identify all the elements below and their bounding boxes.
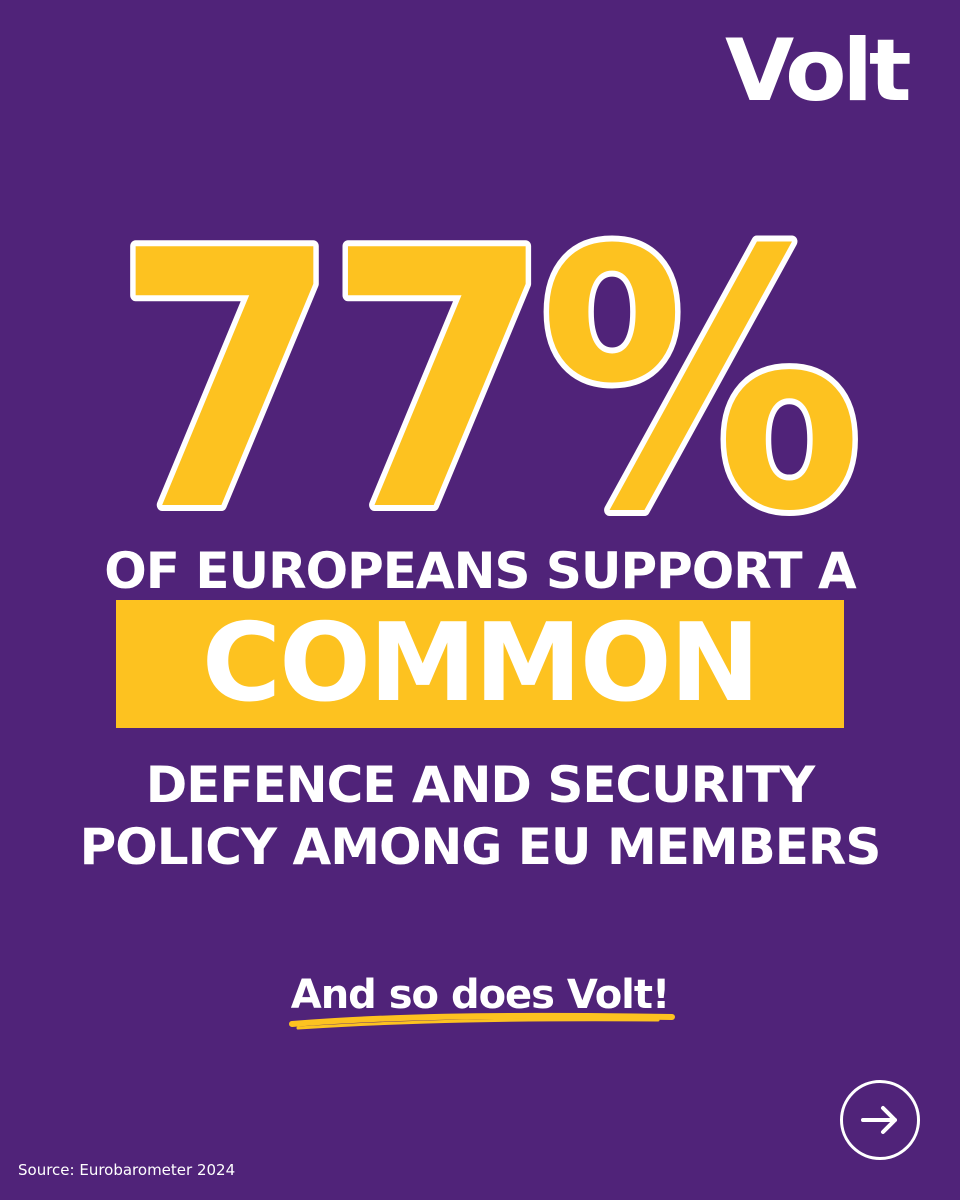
headline-line-4: POLICY AMONG EU MEMBERS xyxy=(79,818,882,876)
highlight-common: COMMON xyxy=(116,600,844,728)
headline-line-3: DEFENCE AND SECURITY xyxy=(145,756,815,814)
stat-percentage-text: 77% xyxy=(114,200,857,540)
highlight-row: COMMON xyxy=(0,600,960,728)
volt-logo: Volt xyxy=(725,21,912,121)
arrow-right-icon xyxy=(861,1106,897,1134)
headline-line-1: OF EUROPEANS SUPPORT A xyxy=(104,542,856,600)
brush-underline xyxy=(289,1012,675,1030)
stat-percentage-graphic: 77% xyxy=(108,200,877,540)
tagline: And so does Volt! xyxy=(290,972,671,1018)
source-caption: Source: Eurobarometer 2024 xyxy=(18,1161,236,1179)
next-slide-button[interactable] xyxy=(840,1080,920,1160)
stat-percentage: 77% xyxy=(0,200,960,540)
